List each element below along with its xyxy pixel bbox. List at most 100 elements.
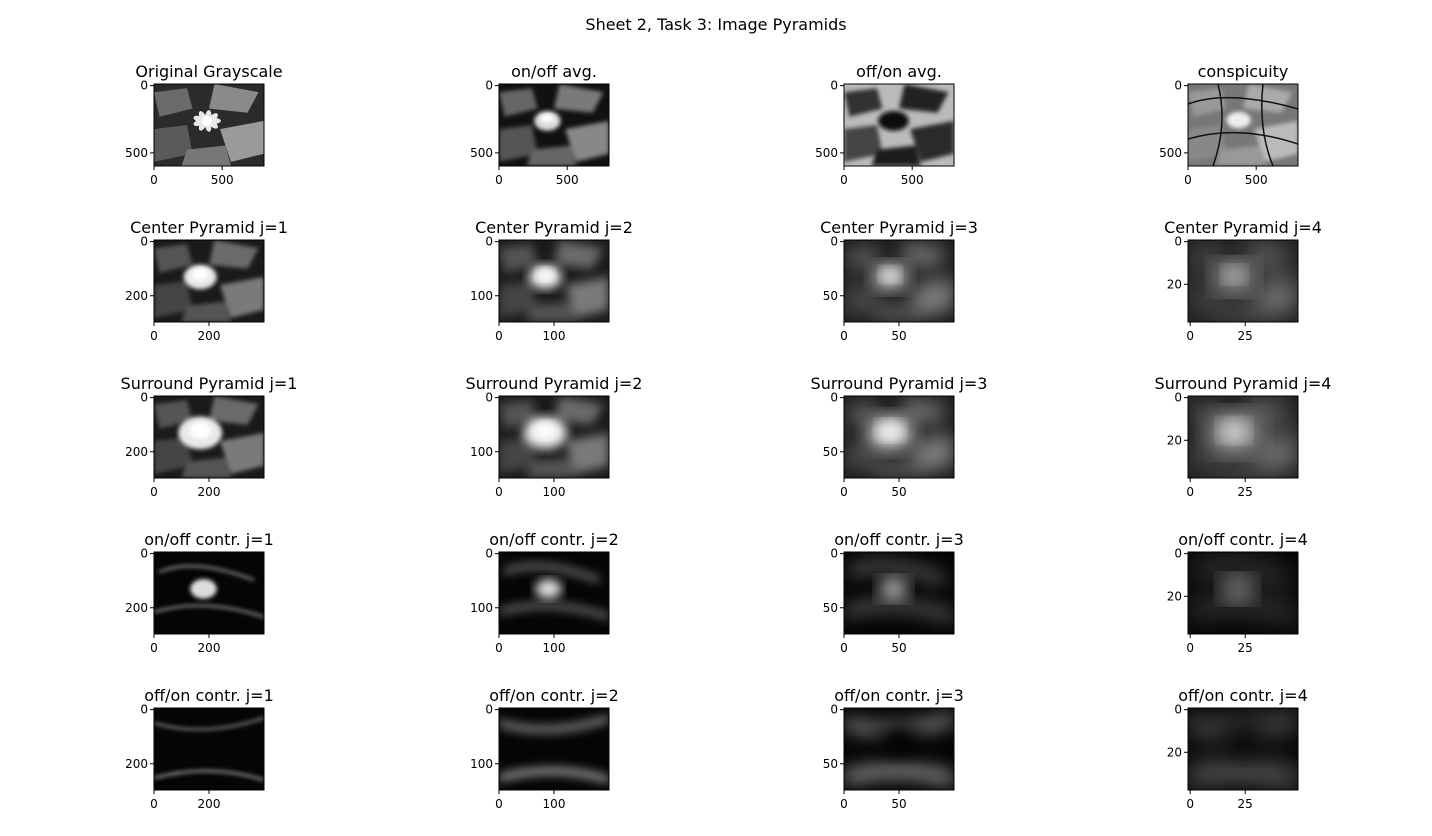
y-tick-label: 20 xyxy=(1167,745,1182,759)
y-tick-label: 0 xyxy=(1174,703,1182,717)
y-tick-label: 50 xyxy=(823,289,838,303)
y-tick-label: 20 xyxy=(1167,589,1182,603)
panel-title: on/off contr. j=2 xyxy=(489,530,619,549)
x-tick-label: 0 xyxy=(495,797,503,811)
panel-title: off/on contr. j=3 xyxy=(834,686,964,705)
x-tick-label: 25 xyxy=(1238,641,1253,655)
y-tick-label: 0 xyxy=(1174,235,1182,249)
x-tick-label: 0 xyxy=(1186,797,1194,811)
y-tick-label: 0 xyxy=(485,235,493,249)
x-tick-label: 0 xyxy=(1186,641,1194,655)
panel-title: on/off contr. j=4 xyxy=(1178,530,1308,549)
panel-title: off/on contr. j=1 xyxy=(144,686,274,705)
panel-title: Surround Pyramid j=3 xyxy=(811,374,988,393)
x-tick-label: 0 xyxy=(495,485,503,499)
y-tick-label: 500 xyxy=(815,146,838,160)
x-tick-label: 500 xyxy=(556,173,579,187)
panel-title: off/on avg. xyxy=(856,62,942,81)
x-tick-label: 0 xyxy=(1184,173,1192,187)
y-tick-label: 500 xyxy=(470,146,493,160)
x-tick-label: 200 xyxy=(198,329,221,343)
y-tick-label: 100 xyxy=(470,601,493,615)
x-tick-label: 0 xyxy=(150,797,158,811)
x-tick-label: 200 xyxy=(198,485,221,499)
x-tick-label: 0 xyxy=(150,329,158,343)
panel-title: Center Pyramid j=2 xyxy=(475,218,633,237)
x-tick-label: 0 xyxy=(1186,329,1194,343)
y-tick-label: 200 xyxy=(125,757,148,771)
panel-title: on/off contr. j=1 xyxy=(144,530,274,549)
panel-title: Center Pyramid j=1 xyxy=(130,218,288,237)
x-tick-label: 0 xyxy=(1186,485,1194,499)
panel-title: Surround Pyramid j=1 xyxy=(121,374,298,393)
axes-frame xyxy=(153,83,265,167)
y-tick-label: 0 xyxy=(140,235,148,249)
x-tick-label: 25 xyxy=(1238,797,1253,811)
y-tick-label: 0 xyxy=(485,703,493,717)
y-tick-label: 0 xyxy=(1174,79,1182,93)
x-tick-label: 100 xyxy=(543,797,566,811)
y-tick-label: 50 xyxy=(823,757,838,771)
axes-frame xyxy=(1187,551,1299,635)
axes-frame xyxy=(843,83,955,167)
panel-title: Center Pyramid j=3 xyxy=(820,218,978,237)
x-tick-label: 200 xyxy=(198,797,221,811)
x-tick-label: 0 xyxy=(150,641,158,655)
axes-frame xyxy=(1187,707,1299,791)
x-tick-label: 0 xyxy=(150,485,158,499)
x-tick-label: 500 xyxy=(1245,173,1268,187)
y-tick-label: 100 xyxy=(470,289,493,303)
x-tick-label: 500 xyxy=(211,173,234,187)
x-tick-label: 200 xyxy=(198,641,221,655)
y-tick-label: 0 xyxy=(1174,547,1182,561)
figure-suptitle: Sheet 2, Task 3: Image Pyramids xyxy=(585,15,846,34)
axes-frame xyxy=(1187,239,1299,323)
x-tick-label: 0 xyxy=(495,329,503,343)
y-tick-label: 200 xyxy=(125,289,148,303)
y-tick-label: 100 xyxy=(470,445,493,459)
y-tick-label: 50 xyxy=(823,445,838,459)
panel-title: conspicuity xyxy=(1198,62,1289,81)
x-tick-label: 0 xyxy=(840,485,848,499)
panel-title: off/on contr. j=4 xyxy=(1178,686,1308,705)
y-tick-label: 500 xyxy=(125,146,148,160)
y-tick-label: 200 xyxy=(125,445,148,459)
y-tick-label: 0 xyxy=(485,547,493,561)
x-tick-label: 0 xyxy=(840,173,848,187)
y-tick-label: 100 xyxy=(470,757,493,771)
y-tick-label: 200 xyxy=(125,601,148,615)
y-tick-label: 0 xyxy=(140,547,148,561)
panel-title: off/on contr. j=2 xyxy=(489,686,619,705)
y-tick-label: 20 xyxy=(1167,433,1182,447)
axes-frame xyxy=(498,83,610,167)
y-tick-label: 0 xyxy=(485,79,493,93)
x-tick-label: 50 xyxy=(891,641,906,655)
panel-title: Surround Pyramid j=2 xyxy=(466,374,643,393)
x-tick-label: 100 xyxy=(543,329,566,343)
y-tick-label: 0 xyxy=(830,391,838,405)
y-tick-label: 50 xyxy=(823,601,838,615)
x-tick-label: 500 xyxy=(901,173,924,187)
x-tick-label: 50 xyxy=(891,485,906,499)
x-tick-label: 0 xyxy=(840,641,848,655)
x-tick-label: 50 xyxy=(891,329,906,343)
x-tick-label: 25 xyxy=(1238,485,1253,499)
x-tick-label: 0 xyxy=(150,173,158,187)
y-tick-label: 0 xyxy=(830,703,838,717)
